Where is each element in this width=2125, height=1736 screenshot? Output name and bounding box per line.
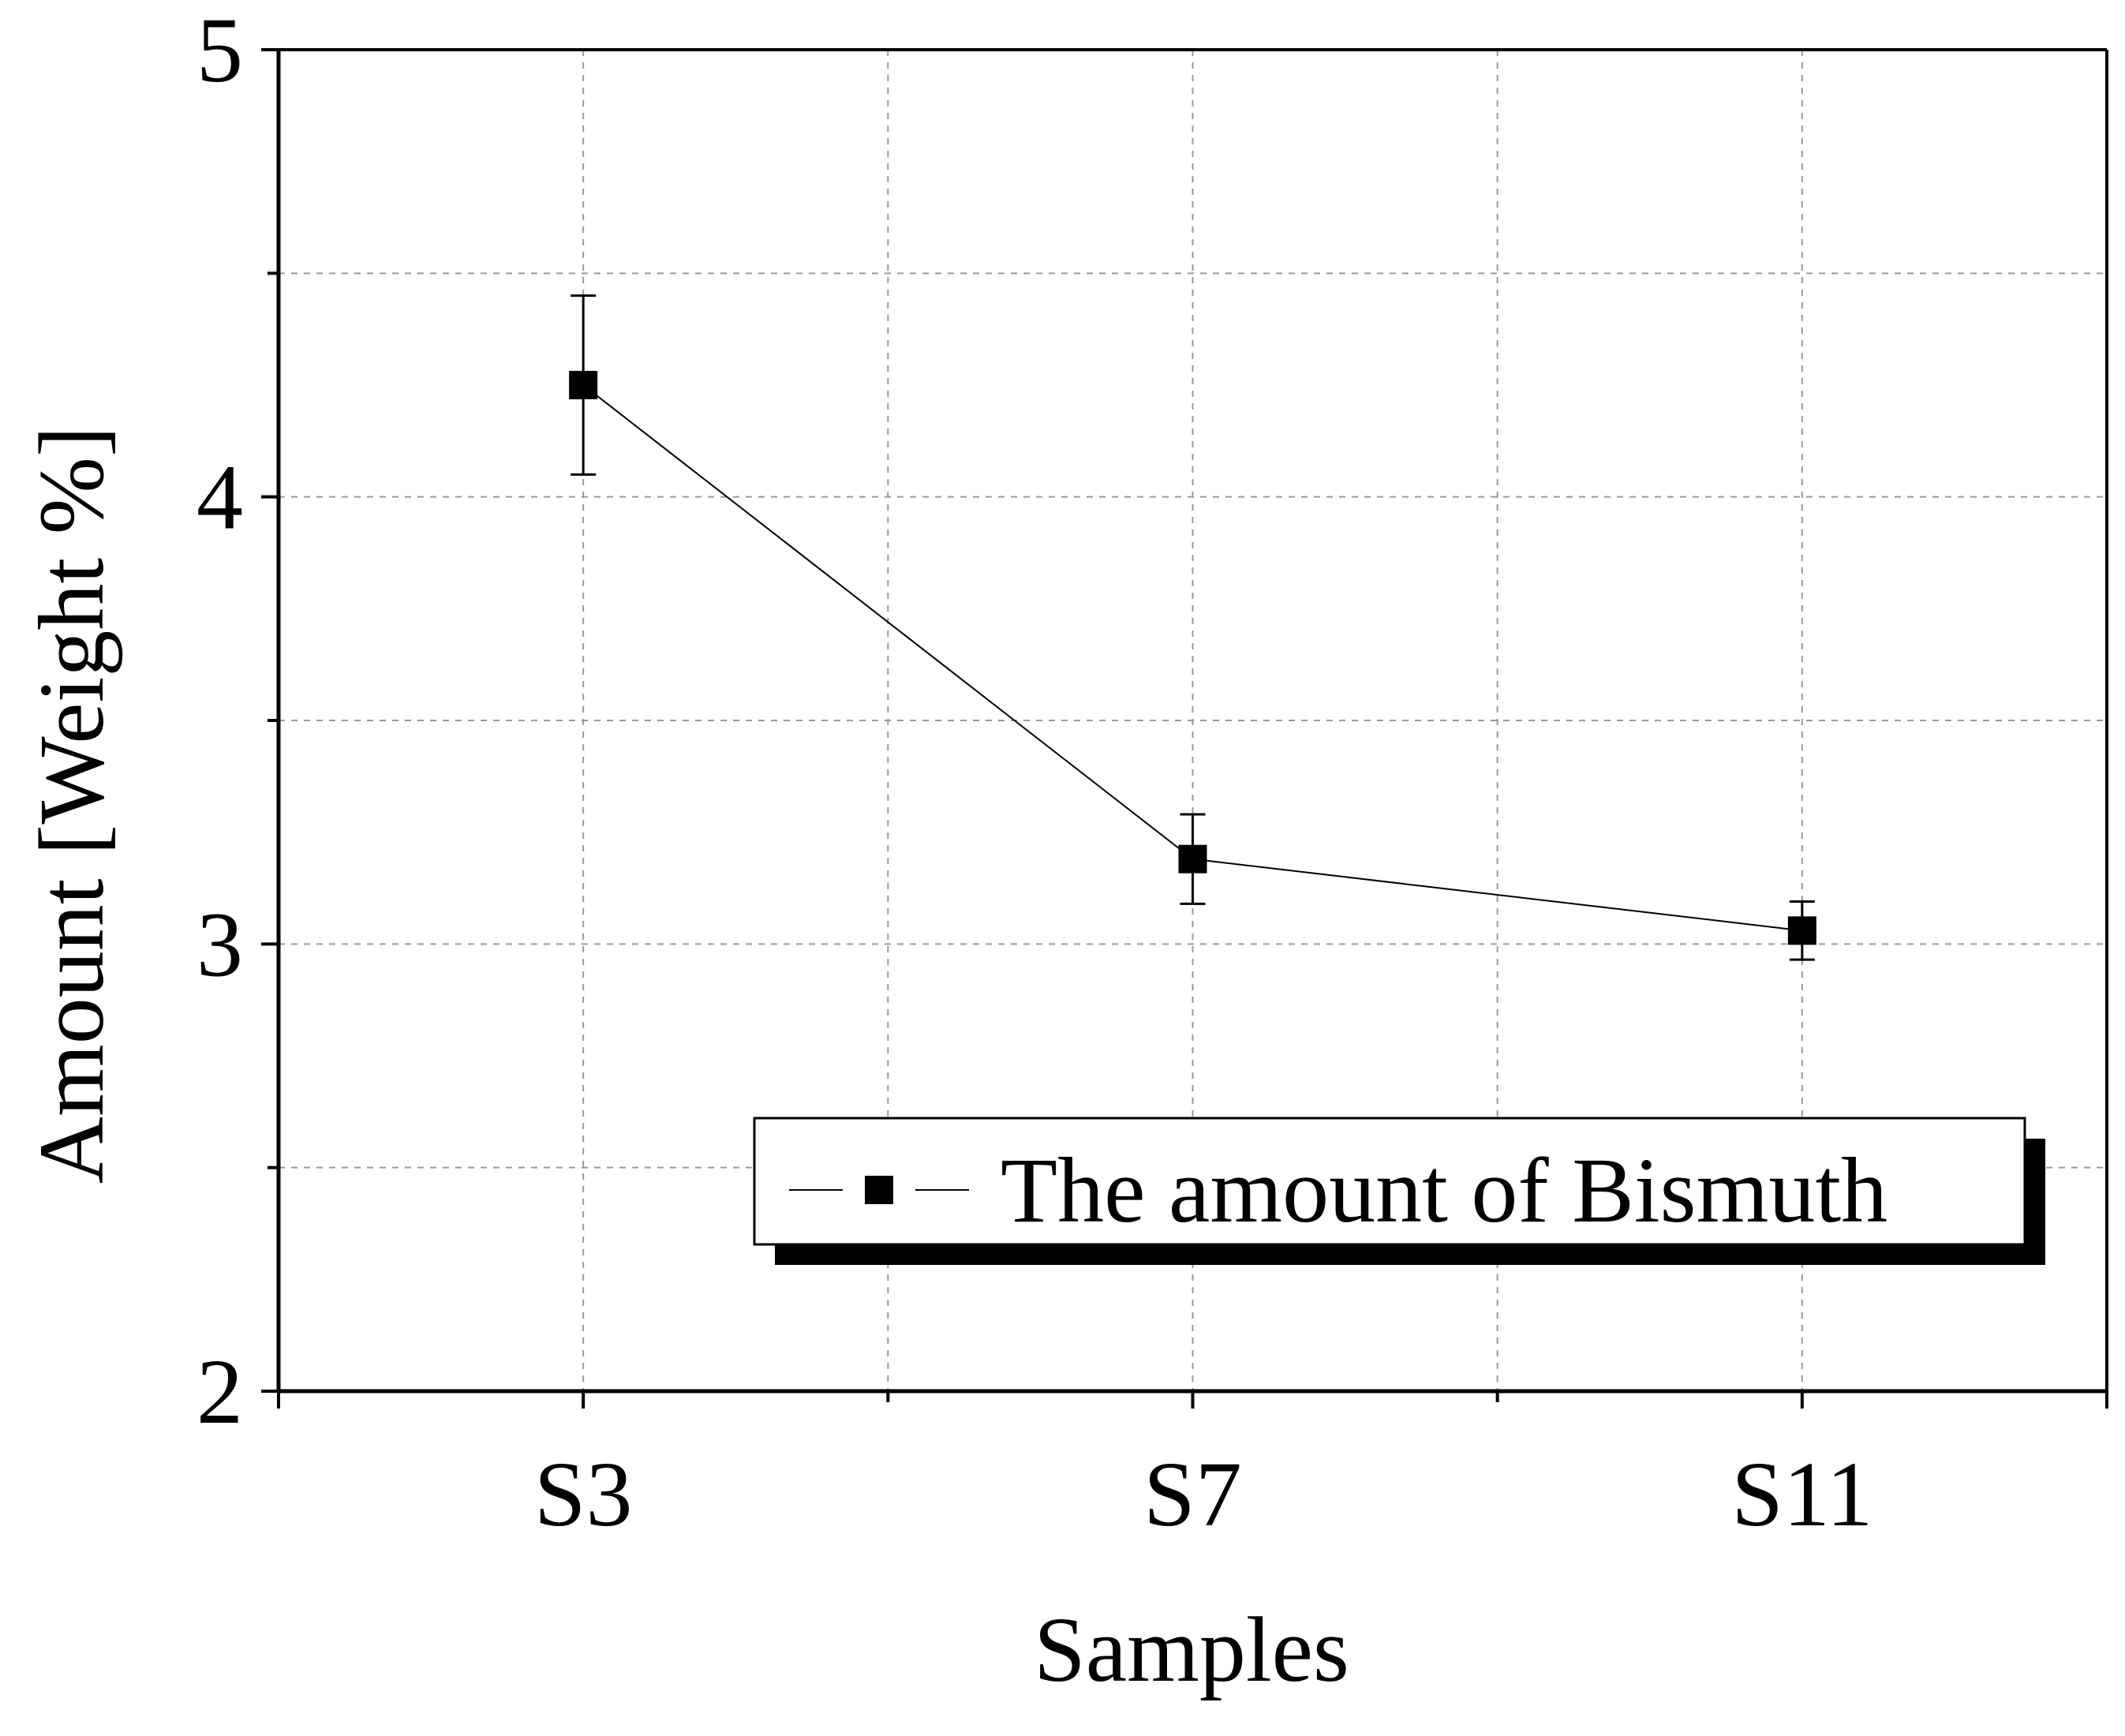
axes — [261, 48, 2108, 1409]
data-point-marker — [569, 371, 598, 399]
series-layer — [569, 294, 1816, 961]
y-tick-label: 3 — [196, 892, 243, 996]
x-tick-label: S11 — [1731, 1442, 1872, 1546]
x-tick-label: S7 — [1143, 1442, 1242, 1546]
legend-box — [753, 1117, 2026, 1246]
legend-marker-icon — [865, 1176, 893, 1204]
x-axis-label: Samples — [1034, 1598, 1349, 1701]
y-tick-label: 4 — [196, 446, 243, 549]
y-tick-label: 2 — [196, 1340, 243, 1443]
y-axis-label: Amount [Weight %] — [20, 426, 123, 1184]
x-tick-label: S3 — [534, 1442, 633, 1546]
y-tick-label: 5 — [196, 0, 243, 102]
data-point-marker — [1178, 844, 1207, 874]
data-point-marker — [1787, 916, 1816, 945]
tick-labels: 2 3 4 5 S3 S7 S11 — [196, 0, 1872, 1546]
legend: The amount of Bismuth — [753, 1117, 2045, 1265]
legend-label: The amount of Bismuth — [1001, 1139, 1887, 1242]
grid — [279, 50, 2107, 1391]
